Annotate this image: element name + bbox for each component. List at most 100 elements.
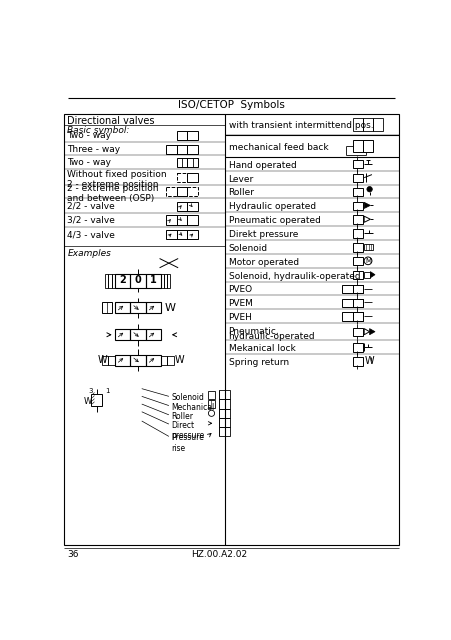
Bar [219, 418, 224, 427]
Bar [219, 409, 224, 418]
Bar [102, 356, 108, 365]
Bar [161, 356, 167, 365]
Bar [145, 355, 161, 365]
Bar [115, 303, 130, 313]
Bar [352, 328, 362, 336]
Text: 1: 1 [150, 275, 156, 285]
Text: 2: 2 [119, 275, 125, 285]
Text: mechanical feed back: mechanical feed back [228, 143, 327, 152]
Text: 2 - extreme position
and between (OSP): 2 - extreme position and between (OSP) [67, 184, 158, 204]
Text: M: M [364, 258, 370, 264]
Bar [219, 427, 224, 436]
Bar [115, 330, 130, 340]
Bar [145, 303, 161, 313]
Text: Three - way: Three - way [67, 145, 120, 154]
Text: Spring return: Spring return [228, 358, 288, 367]
Text: 3: 3 [88, 388, 92, 394]
Text: ISO/CETOP  Symbols: ISO/CETOP Symbols [178, 100, 285, 110]
Bar [224, 418, 230, 427]
Bar [187, 173, 198, 182]
Text: Solenoid, hydraulik-operated: Solenoid, hydraulik-operated [228, 271, 359, 280]
Bar [207, 391, 215, 399]
Bar [187, 216, 198, 225]
Bar [115, 274, 130, 288]
Bar [219, 390, 224, 399]
Circle shape [366, 186, 372, 192]
Bar [105, 274, 108, 288]
Bar [115, 355, 130, 365]
Text: Lever: Lever [228, 175, 253, 184]
Text: 0: 0 [134, 275, 141, 285]
Bar [176, 145, 187, 154]
Text: W: W [364, 356, 373, 366]
Text: 4/3 - valve: 4/3 - valve [67, 230, 115, 239]
Bar [130, 330, 145, 340]
Bar [352, 285, 362, 293]
Text: PVEM: PVEM [228, 300, 253, 308]
Bar [342, 285, 352, 293]
Bar [166, 230, 176, 239]
Text: Two - way: Two - way [67, 131, 111, 140]
Bar [187, 157, 198, 167]
Bar [167, 356, 173, 365]
Text: Examples: Examples [67, 248, 111, 257]
Bar [130, 274, 145, 288]
Text: Mekanical lock: Mekanical lock [228, 344, 295, 353]
Polygon shape [369, 328, 374, 335]
Text: PVEH: PVEH [228, 313, 252, 322]
Bar [176, 187, 187, 196]
Bar [352, 174, 362, 182]
Text: Roller: Roller [171, 412, 193, 420]
Bar [352, 188, 362, 196]
Bar [362, 140, 372, 152]
Text: Solenoid: Solenoid [171, 393, 203, 403]
Text: W: W [164, 303, 175, 313]
Bar [224, 409, 230, 418]
Bar [166, 187, 176, 196]
Text: hydraulic-operated: hydraulic-operated [228, 332, 314, 342]
Bar [352, 216, 362, 224]
Bar [224, 390, 230, 399]
Bar [187, 230, 198, 239]
Bar [352, 140, 362, 152]
Text: 36: 36 [67, 550, 78, 559]
Bar [102, 303, 111, 313]
Text: 3/2 - valve: 3/2 - valve [67, 216, 115, 225]
Text: 2/2 - valve: 2/2 - valve [67, 202, 115, 211]
Bar [91, 394, 102, 406]
Text: Pressure
rise: Pressure rise [171, 433, 203, 452]
Bar [352, 343, 362, 352]
Bar [342, 312, 352, 321]
Bar [176, 216, 187, 225]
Bar [219, 399, 224, 409]
Bar [176, 230, 187, 239]
Bar [145, 330, 161, 340]
Text: Directional valves: Directional valves [67, 116, 155, 126]
Text: Direct
pressure: Direct pressure [171, 421, 204, 440]
Bar [352, 243, 362, 252]
Text: Solenoid: Solenoid [228, 244, 267, 253]
Bar [187, 131, 198, 140]
Bar [167, 274, 170, 288]
Bar [164, 274, 167, 288]
Bar [130, 303, 145, 313]
Bar [352, 229, 362, 237]
Bar [187, 202, 198, 211]
Bar [166, 216, 176, 225]
Text: HZ.00.A2.02: HZ.00.A2.02 [191, 550, 247, 559]
Bar [352, 298, 362, 307]
Text: 1: 1 [105, 388, 110, 394]
Bar [176, 157, 187, 167]
Text: W: W [97, 355, 107, 365]
Bar [352, 271, 362, 279]
Bar [207, 400, 215, 408]
Bar [108, 356, 115, 365]
Text: Roller: Roller [228, 188, 254, 198]
Text: Hydraulic operated: Hydraulic operated [228, 202, 315, 211]
Bar [364, 271, 369, 278]
Text: PVEO: PVEO [228, 285, 252, 294]
Text: Two - way: Two - way [67, 157, 111, 166]
Bar [176, 131, 187, 140]
Polygon shape [369, 271, 374, 278]
Bar [64, 114, 398, 545]
